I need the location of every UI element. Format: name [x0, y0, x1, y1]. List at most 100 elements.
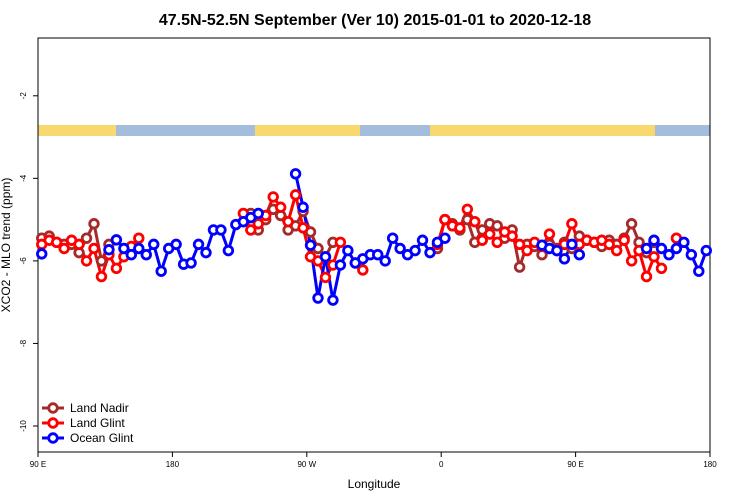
data-point [409, 244, 421, 257]
legend-label: Land Nadir [70, 401, 129, 415]
y-axis-label: XCO2 - MLO trend (ppm) [0, 178, 13, 313]
data-point [700, 244, 712, 257]
data-point [386, 232, 399, 244]
data-point [476, 234, 488, 246]
data-point [282, 215, 294, 228]
legend-label: Ocean Glint [70, 431, 134, 445]
data-point [439, 232, 451, 244]
data-point [491, 236, 503, 249]
data-point [357, 264, 369, 276]
data-point [155, 265, 167, 277]
data-point [274, 201, 287, 213]
legend-marker [47, 402, 59, 414]
data-point [140, 248, 152, 261]
data-point [148, 238, 160, 251]
x-tick-label: 90 W [297, 460, 316, 469]
data-point [551, 244, 563, 257]
data-point [245, 224, 257, 236]
data-point [267, 191, 279, 203]
y-tick-label: -8 [19, 339, 28, 347]
data-point [103, 244, 115, 256]
land-band [430, 125, 655, 136]
ocean-band [116, 125, 255, 136]
legend-marker [47, 432, 59, 444]
chart-title: 47.5N-52.5N September (Ver 10) 2015-01-0… [159, 12, 591, 29]
data-point [469, 215, 481, 228]
data-point [289, 189, 302, 201]
data-point [625, 218, 638, 230]
data-point [342, 244, 354, 257]
data-point [424, 246, 436, 259]
data-point [133, 242, 145, 255]
data-point [319, 251, 332, 263]
data-point [297, 222, 309, 234]
data-point [513, 238, 526, 251]
data-point [670, 242, 683, 255]
data-point [610, 244, 623, 257]
data-point [222, 244, 235, 257]
data-point [110, 234, 123, 246]
data-point [289, 168, 302, 180]
x-tick-label: 90 E [567, 460, 583, 469]
data-point [327, 294, 339, 306]
data-point [454, 222, 466, 234]
y-tick-label: -4 [19, 174, 28, 182]
data-point [133, 232, 145, 244]
x-tick-label: 180 [703, 460, 717, 469]
data-point [640, 242, 653, 255]
data-point [125, 248, 138, 261]
data-point [95, 255, 108, 267]
legend-label: Land Glint [70, 416, 125, 430]
data-point [80, 255, 93, 267]
data-point [640, 270, 653, 283]
data-point [215, 224, 227, 236]
data-point [192, 238, 205, 251]
data-point [513, 261, 526, 273]
x-axis-label: Longitude [348, 477, 401, 491]
data-point [334, 236, 347, 249]
x-tick-label: 180 [166, 460, 180, 469]
data-point [655, 242, 668, 255]
data-point [416, 234, 429, 246]
data-point [319, 271, 332, 284]
data-point [461, 203, 474, 215]
ocean-band [360, 125, 430, 136]
data-point [88, 242, 100, 255]
data-point [252, 218, 264, 230]
data-point [80, 232, 93, 244]
data-point [88, 218, 100, 230]
data-point [372, 248, 384, 261]
data-point [379, 255, 391, 267]
data-point [521, 244, 533, 257]
data-point [58, 242, 70, 255]
x-tick-label: 90 E [30, 460, 46, 469]
data-point [655, 262, 668, 275]
data-point [73, 238, 85, 251]
data-point [603, 238, 615, 251]
data-point [566, 238, 578, 251]
land-band [255, 125, 360, 136]
land-ocean-strip [38, 125, 710, 136]
x-tick-label: 0 [439, 460, 444, 469]
data-point [36, 248, 48, 260]
data-point [439, 213, 451, 226]
data-point [678, 236, 690, 249]
data-point [625, 255, 638, 267]
data-point [648, 234, 660, 246]
data-point [304, 239, 317, 251]
data-point [506, 230, 518, 242]
data-point [484, 228, 496, 240]
y-tick-label: -2 [19, 92, 28, 100]
legend-marker [47, 417, 59, 429]
data-point [334, 259, 347, 271]
data-point [543, 228, 556, 240]
data-point [693, 265, 705, 277]
ocean-band [655, 125, 710, 136]
data-point [95, 270, 108, 283]
data-point [297, 201, 309, 213]
data-point [200, 246, 212, 259]
data-point [663, 248, 675, 261]
data-point [185, 257, 197, 269]
data-point [252, 207, 264, 220]
